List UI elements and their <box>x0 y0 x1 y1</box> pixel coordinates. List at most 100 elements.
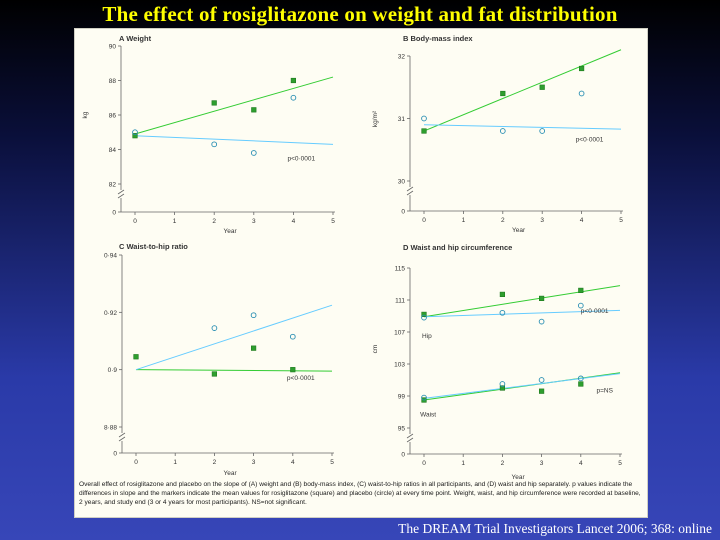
y-axis-label-B: kg/m² <box>372 110 379 127</box>
data-point-rosiglitazone <box>578 287 584 294</box>
x-tick-label: 2 <box>213 459 217 466</box>
data-point-rosiglitazone <box>251 345 257 351</box>
data-point-placebo <box>421 394 427 401</box>
trend-line-placebo <box>423 124 622 130</box>
y-axis-label-A: kg <box>82 111 89 118</box>
annotation-label: Hip <box>422 333 432 340</box>
x-tick-label: 1 <box>462 217 466 224</box>
chart-title-B: B Body-mass index <box>403 34 473 43</box>
y-tick-label: 31 <box>398 116 406 123</box>
data-point-rosiglitazone <box>538 388 545 394</box>
data-point-rosiglitazone <box>132 133 138 139</box>
data-point-placebo <box>211 325 218 331</box>
annotation-label: Waist <box>420 411 436 418</box>
y-tick-label: 115 <box>395 266 406 273</box>
y-tick-label-zero: 0 <box>113 451 117 458</box>
x-tick-label: 0 <box>133 218 137 225</box>
x-tick-label: 5 <box>330 459 334 466</box>
axis-break-mark <box>118 436 126 442</box>
x-tick-label: 0 <box>422 460 426 467</box>
trend-line-rosiglitazone <box>134 76 334 135</box>
data-point-rosiglitazone <box>578 381 584 387</box>
data-point-rosiglitazone <box>499 291 506 298</box>
x-tick-label: 0 <box>134 459 138 466</box>
data-point-placebo <box>250 150 257 156</box>
data-point-rosiglitazone <box>211 100 217 106</box>
chart-title-A: A Weight <box>119 34 152 43</box>
y-tick-label: 30 <box>398 179 406 186</box>
y-tick-label: 90 <box>109 44 117 51</box>
data-point-placebo <box>539 128 546 134</box>
x-tick-label: 5 <box>618 460 622 467</box>
x-axis-label-C: Year <box>224 470 238 477</box>
data-point-placebo <box>577 375 584 382</box>
y-tick-label-zero: 0 <box>401 452 405 459</box>
slide-title: The effect of rosiglitazone on weight an… <box>102 2 618 26</box>
chart-title-C: C Waist-to-hip ratio <box>119 242 188 251</box>
x-tick-label: 5 <box>619 217 623 224</box>
x-axis-label-D: Year <box>512 474 526 479</box>
y-tick-label: 86 <box>109 113 117 120</box>
annotation-label: p<0·0001 <box>581 308 609 315</box>
x-tick-label: 4 <box>292 218 296 225</box>
x-tick-label: 5 <box>331 218 335 225</box>
axis-break-mark <box>117 189 125 195</box>
data-point-rosiglitazone <box>500 90 506 97</box>
y-tick-label-zero: 0 <box>112 210 116 217</box>
trend-line-placebo <box>135 304 333 371</box>
data-point-placebo <box>289 333 296 340</box>
x-tick-label: 4 <box>580 217 584 224</box>
y-tick-label: 0·9 <box>108 367 118 374</box>
axis-break-mark <box>406 433 414 439</box>
trend-line-rosiglitazone <box>423 285 621 318</box>
x-tick-label: 4 <box>579 460 583 467</box>
y-tick-label-zero: 0 <box>401 209 405 216</box>
chart-title-D: D Waist and hip circumference <box>403 243 512 252</box>
figure-panel: A Weight 82 84 86 88 90 0 0 1 2 3 4 5 Year kg p<0·0001 B… <box>74 28 648 518</box>
y-tick-label: 103 <box>394 362 405 369</box>
data-point-rosiglitazone <box>251 107 257 113</box>
x-tick-label: 2 <box>501 217 505 224</box>
p-value-A: p<0·0001 <box>287 155 315 162</box>
data-point-rosiglitazone <box>421 128 427 134</box>
data-point-placebo <box>132 129 138 136</box>
axis-break-mark <box>406 437 414 443</box>
x-axis-label-A: Year <box>223 228 237 235</box>
data-point-rosiglitazone <box>538 295 545 302</box>
data-point-placebo <box>538 318 545 325</box>
data-point-rosiglitazone <box>499 385 506 391</box>
trend-line-placebo <box>134 135 334 145</box>
x-tick-label: 1 <box>173 218 177 225</box>
p-value-B: p<0·0001 <box>576 137 604 144</box>
y-tick-label: 84 <box>109 147 117 154</box>
figure-caption: Overall effect of rosiglitazone and plac… <box>79 481 641 507</box>
data-point-placebo <box>499 128 506 134</box>
annotation-label: p=NS <box>596 387 613 394</box>
data-point-placebo <box>538 377 545 383</box>
x-tick-label: 0 <box>422 217 426 224</box>
axis-break-mark <box>117 193 125 199</box>
chart-panel-A: A Weight 82 84 86 88 90 0 0 1 2 3 4 5 Year kg p<0·0001 <box>82 34 335 235</box>
data-point-rosiglitazone <box>539 84 545 90</box>
data-point-rosiglitazone <box>578 65 585 72</box>
data-point-placebo <box>421 115 427 122</box>
axis-break-mark <box>118 432 126 438</box>
trend-line-rosiglitazone <box>135 369 333 372</box>
x-tick-label: 2 <box>501 460 505 467</box>
trend-line-placebo <box>423 309 621 318</box>
y-tick-label: 107 <box>394 330 405 337</box>
axis-break-mark <box>406 186 414 192</box>
data-point-rosiglitazone <box>421 311 427 318</box>
x-tick-label: 3 <box>252 459 256 466</box>
data-point-placebo <box>578 90 585 97</box>
y-axis-label-D: cm <box>372 345 379 354</box>
data-point-placebo <box>250 312 257 319</box>
y-tick-label: 0·92 <box>104 310 117 317</box>
trend-line-rosiglitazone <box>423 49 622 132</box>
data-point-placebo <box>577 302 584 309</box>
data-point-rosiglitazone <box>290 367 296 373</box>
data-point-placebo <box>290 94 297 101</box>
x-tick-label: 3 <box>540 217 544 224</box>
data-point-placebo <box>211 141 218 148</box>
